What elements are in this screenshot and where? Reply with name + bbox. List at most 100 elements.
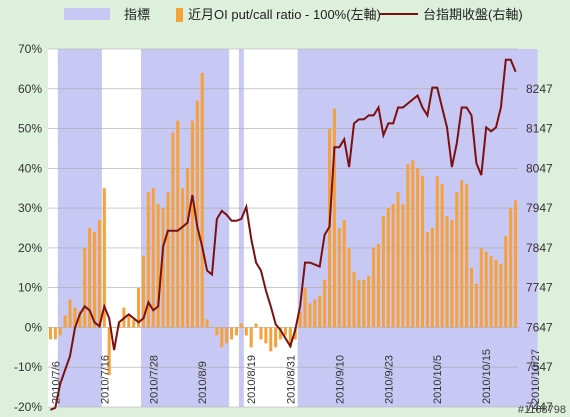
- bar: [514, 200, 518, 328]
- bar: [440, 184, 444, 328]
- left-tick-label: 60%: [18, 82, 42, 96]
- bar: [112, 327, 116, 328]
- date-tick-label: 2010/7/16: [99, 355, 111, 404]
- shaded-regions: [57, 49, 538, 407]
- bar: [494, 259, 498, 328]
- bar: [347, 247, 351, 328]
- bar: [239, 323, 243, 328]
- left-tick-label: 0%: [25, 320, 43, 334]
- gridlines: [48, 48, 518, 408]
- bar: [151, 188, 155, 328]
- date-tick-label: 2010/7/6: [50, 361, 62, 404]
- bar: [406, 164, 410, 328]
- bar: [499, 263, 503, 328]
- bar: [83, 247, 87, 328]
- bar: [372, 247, 376, 328]
- bar: [215, 327, 219, 336]
- bar: [102, 188, 106, 328]
- bar: [73, 307, 77, 328]
- bar: [455, 192, 459, 328]
- bar: [200, 72, 204, 328]
- bar: [509, 208, 513, 328]
- right-tick-label: 7647: [526, 320, 553, 334]
- left-tick-label: 30%: [18, 201, 42, 215]
- bar: [288, 327, 292, 348]
- bar: [504, 235, 508, 328]
- bar: [141, 255, 145, 328]
- bar: [264, 327, 268, 344]
- right-tick-label: 8047: [526, 161, 553, 175]
- bar: [254, 323, 258, 328]
- left-tick-label: 40%: [18, 161, 42, 175]
- bar: [313, 299, 317, 328]
- date-tick-label: 2010/9/23: [383, 355, 395, 404]
- bar: [156, 204, 160, 328]
- index-line: [50, 58, 517, 411]
- date-tick-label: 2010/10/5: [432, 355, 444, 404]
- date-tick-label: 2010/8/31: [285, 355, 297, 404]
- bar: [274, 327, 278, 348]
- bar: [249, 327, 253, 348]
- bar: [401, 204, 405, 328]
- bar: [416, 168, 420, 328]
- bar: [68, 299, 72, 328]
- legend-shade-label: 指標: [124, 7, 150, 22]
- bar: [332, 108, 336, 328]
- legend-shade-swatch: [64, 8, 110, 20]
- bar: [279, 327, 283, 340]
- bar: [92, 231, 97, 328]
- bar: [474, 283, 478, 328]
- right-tick-label: 8247: [526, 82, 553, 96]
- left-tick-label: 10%: [18, 281, 42, 295]
- right-tick-label: 7947: [526, 201, 553, 215]
- date-tick-label: 2010/8/9: [197, 361, 209, 404]
- x-axis: 2010/7/6 2010/7/16 2010/7/28 2010/8/9 2010/8…: [50, 349, 542, 404]
- bar: [362, 279, 366, 328]
- bar: [195, 100, 199, 328]
- bar: [63, 315, 67, 328]
- bar: [381, 216, 385, 328]
- bar: [48, 327, 52, 340]
- right-tick-label: 7447: [526, 400, 553, 414]
- bar: [303, 287, 307, 328]
- bar: [88, 228, 92, 328]
- bar: [396, 192, 400, 328]
- bar: [308, 303, 312, 328]
- bar: [78, 311, 82, 328]
- date-tick-label: 2010/10/15: [481, 349, 493, 404]
- bar: [445, 216, 449, 328]
- left-tick-label: 50%: [18, 122, 42, 136]
- bar: [479, 247, 483, 328]
- bar: [234, 327, 239, 336]
- date-tick-label: 2010/9/10: [334, 355, 346, 404]
- bar: [244, 327, 248, 336]
- bar: [386, 208, 390, 328]
- bar: [323, 279, 327, 328]
- bar: [269, 327, 273, 352]
- date-tick-label: 2010/10/27: [530, 349, 542, 404]
- shade-band: [238, 49, 244, 407]
- watermark: #1168798: [518, 404, 566, 416]
- bar: [190, 120, 194, 328]
- legend-line-label: 台指期收盤(右軸): [423, 7, 523, 22]
- bar: [430, 228, 434, 328]
- date-tick-label: 2010/8/19: [246, 355, 258, 404]
- bar: [435, 176, 439, 328]
- bar: [425, 231, 429, 328]
- bar: [484, 251, 488, 328]
- bar: [137, 287, 141, 328]
- bar: [460, 180, 464, 328]
- bar: [450, 220, 454, 328]
- bar: [53, 327, 57, 340]
- bar: [186, 168, 190, 328]
- shade-band: [57, 49, 102, 407]
- bar: [210, 327, 214, 328]
- right-tick-label: 7847: [526, 241, 553, 255]
- bar: [132, 319, 136, 328]
- left-tick-label: 70%: [18, 42, 42, 56]
- bar: [342, 220, 346, 328]
- bar: [166, 192, 170, 328]
- bar: [205, 319, 209, 328]
- bar: [220, 327, 224, 348]
